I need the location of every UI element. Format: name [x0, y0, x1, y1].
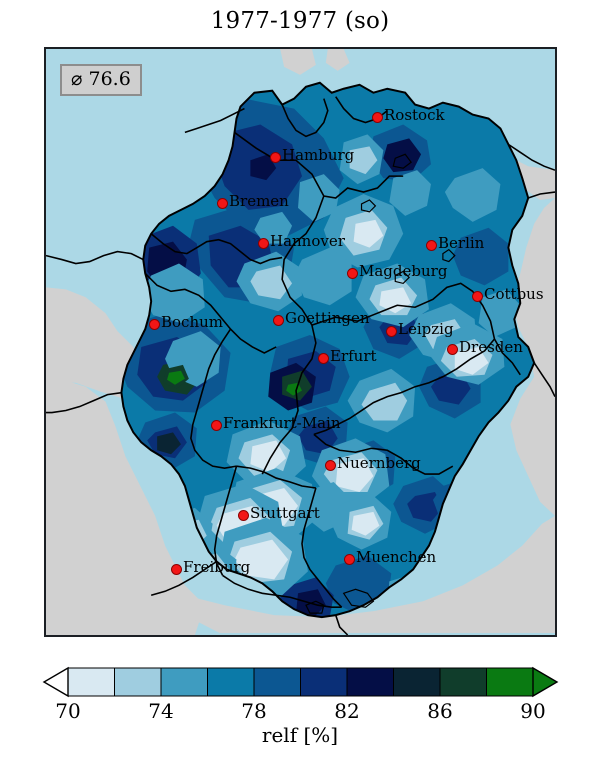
colorbar-segment [486, 667, 534, 697]
city-label: Muenchen [356, 548, 437, 566]
colorbar-tick-label: 74 [148, 699, 173, 723]
colorbar-segment [67, 667, 115, 697]
colorbar-under-arrow [42, 666, 69, 698]
country-borders-layer [46, 81, 555, 635]
colorbar-tick-label: 90 [520, 699, 545, 723]
city-label: Goettingen [285, 309, 370, 327]
city-label: Stuttgart [250, 504, 320, 522]
city-dot-icon [238, 510, 249, 521]
colorbar-tick-label: 78 [241, 699, 266, 723]
city-dot-icon [344, 554, 355, 565]
colorbar-segment [114, 667, 162, 697]
colorbar-segment [207, 667, 255, 697]
city-dot-icon [171, 564, 182, 575]
city-dot-icon [447, 344, 458, 355]
colorbar-svg: 70 74 78 82 86 90 [42, 666, 559, 723]
mean-value-box: ⌀ 76.6 [60, 64, 142, 96]
map-plot-area: ⌀ 76.6 Hamburg Rostock Bremen Hannover Berli… [44, 47, 557, 637]
city-dot-icon [472, 291, 483, 302]
colorbar-segment [160, 667, 208, 697]
city-label: Hamburg [282, 146, 355, 164]
city-dot-icon [258, 238, 269, 249]
city-label: Berlin [438, 234, 485, 252]
city-dot-icon [372, 112, 383, 123]
city-label: Leipzig [398, 320, 454, 338]
city-label: Frankfurt-Main [223, 414, 341, 432]
colorbar-axis-label: relf [%] [261, 723, 339, 747]
city-dot-icon [217, 198, 228, 209]
city-dot-icon [211, 420, 222, 431]
city-dot-icon [325, 460, 336, 471]
city-label: Magdeburg [359, 262, 448, 280]
colorbar-segment [346, 667, 394, 697]
city-dot-icon [273, 315, 284, 326]
city-dot-icon [426, 240, 437, 251]
city-label: Dresden [459, 338, 523, 356]
colorbar-segment [393, 667, 441, 697]
city-dot-icon [386, 326, 397, 337]
city-label: Nuernberg [337, 454, 421, 472]
colorbar-tick-label: 86 [427, 699, 452, 723]
colorbar-tick-label: 82 [334, 699, 359, 723]
colorbar-tick-label: 70 [55, 699, 80, 723]
colorbar-segments [42, 666, 559, 698]
colorbar: 70 74 78 82 86 90 relf [%] [0, 660, 600, 780]
city-dot-icon [347, 268, 358, 279]
city-label: Freiburg [183, 558, 251, 576]
city-label: Erfurt [330, 347, 377, 365]
colorbar-segment [300, 667, 348, 697]
city-dot-icon [318, 353, 329, 364]
city-label: Bochum [161, 313, 223, 331]
city-label: Rostock [384, 106, 445, 124]
city-label: Bremen [229, 192, 289, 210]
city-dot-icon [270, 152, 281, 163]
colorbar-segment [439, 667, 487, 697]
map-contour-canvas [46, 49, 555, 635]
colorbar-tick-labels: 70 74 78 82 86 90 [55, 699, 545, 723]
colorbar-over-arrow [532, 666, 559, 698]
city-label: Hannover [270, 232, 345, 250]
colorbar-segment [253, 667, 301, 697]
city-label: Cottbus [484, 285, 544, 303]
page-title: 1977-1977 (so) [210, 8, 390, 34]
city-dot-icon [149, 319, 160, 330]
mean-value-label: ⌀ 76.6 [71, 68, 131, 90]
